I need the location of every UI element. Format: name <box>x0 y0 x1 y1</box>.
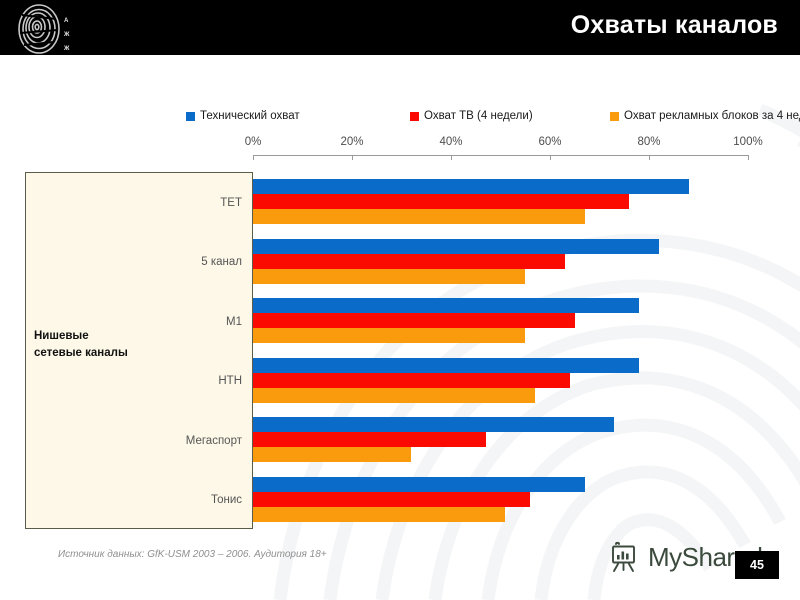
bar-4-0[interactable] <box>253 417 615 433</box>
logo-letter-3: Ж <box>64 46 70 52</box>
bar-chart-plot-area <box>253 172 748 529</box>
legend-item-label: Охват ТВ (4 недели) <box>424 110 533 122</box>
x-axis-tick <box>451 155 452 160</box>
category-label: М1 <box>226 315 242 328</box>
category-label: ТЕТ <box>220 196 242 209</box>
bar-0-1[interactable] <box>253 194 630 210</box>
legend-swatch-icon <box>410 111 419 121</box>
logo-letter-1: А <box>64 18 69 24</box>
slide-number-badge: 45 <box>735 551 779 579</box>
legend-item-label: Охват рекламных блоков за 4 недели <box>624 110 800 122</box>
category-label: 5 канал <box>201 256 242 269</box>
category-label: НТН <box>218 375 242 388</box>
header-bar: А Ж Ж Охваты каналов <box>0 0 800 55</box>
x-axis-tick-label: 80% <box>637 136 661 148</box>
panel-caption-line1: Нишевые <box>34 330 89 342</box>
bar-5-2[interactable] <box>253 506 506 522</box>
legend-item-label: Технический охват <box>200 110 300 122</box>
bar-3-2[interactable] <box>253 387 536 403</box>
bar-5-0[interactable] <box>253 476 585 492</box>
presentation-easel-icon <box>612 541 635 572</box>
legend-item-0[interactable]: Технический охват <box>186 110 300 122</box>
x-axis-tick-label: 100% <box>733 136 763 148</box>
x-axis-tick <box>352 155 353 160</box>
legend-item-1[interactable]: Охват ТВ (4 недели) <box>410 110 533 122</box>
fingerprint-logo-icon <box>16 3 62 55</box>
bar-0-0[interactable] <box>253 179 689 195</box>
legend-item-2[interactable]: Охват рекламных блоков за 4 недели <box>610 110 800 122</box>
page-title: Охваты каналов <box>570 11 778 39</box>
logo-letters: А Ж Ж <box>64 18 76 52</box>
bar-1-0[interactable] <box>253 238 659 254</box>
panel-caption-line2: сетевые каналы <box>34 347 128 359</box>
x-axis-line <box>253 155 748 156</box>
category-label: Мегаспорт <box>185 434 242 447</box>
bar-2-2[interactable] <box>253 328 526 344</box>
bar-1-1[interactable] <box>253 253 565 269</box>
source-note: Источник данных: GfK-USM 2003 – 2006. Ау… <box>58 549 327 560</box>
bar-0-2[interactable] <box>253 209 585 225</box>
x-axis-tick-label: 60% <box>538 136 562 148</box>
logo-letter-2: Ж <box>64 32 70 38</box>
x-axis-tick <box>253 155 254 160</box>
legend-swatch-icon <box>186 111 195 121</box>
category-label: Тонис <box>210 494 242 507</box>
bar-2-0[interactable] <box>253 298 640 314</box>
x-axis-tick-labels: 0% 20% 40% 60% 80% 100% <box>0 136 800 150</box>
bar-3-0[interactable] <box>253 357 640 373</box>
x-axis-tick <box>649 155 650 160</box>
bar-5-1[interactable] <box>253 491 531 507</box>
x-axis-tick <box>748 155 749 160</box>
x-axis-tick <box>550 155 551 160</box>
panel-caption: Нишевые сетевые каналы <box>34 328 164 362</box>
chart-legend: Технический охват Охват ТВ (4 недели) Охва… <box>186 110 800 126</box>
bar-3-1[interactable] <box>253 372 570 388</box>
x-axis-tick-label: 20% <box>340 136 364 148</box>
x-axis-tick-label: 0% <box>244 136 262 148</box>
bar-4-1[interactable] <box>253 432 486 448</box>
x-axis-tick-label: 40% <box>439 136 463 148</box>
bar-1-2[interactable] <box>253 268 526 284</box>
legend-swatch-icon <box>610 111 619 121</box>
bar-2-1[interactable] <box>253 313 575 329</box>
category-panel: Нишевые сетевые каналы ТЕТ 5 канал М1 НТН Ме… <box>25 172 253 529</box>
bar-4-2[interactable] <box>253 447 412 463</box>
